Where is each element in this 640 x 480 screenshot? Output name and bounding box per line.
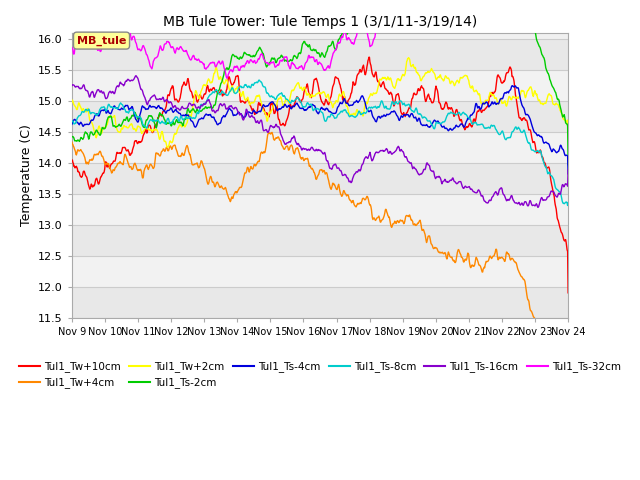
Legend: Tul1_Tw+10cm, Tul1_Tw+4cm, Tul1_Tw+2cm, Tul1_Ts-2cm, Tul1_Ts-4cm, Tul1_Ts-8cm, T: Tul1_Tw+10cm, Tul1_Tw+4cm, Tul1_Tw+2cm, … — [15, 357, 625, 393]
Bar — [72, 70, 568, 101]
Bar — [72, 101, 568, 132]
Bar — [72, 39, 568, 70]
Bar — [72, 163, 568, 194]
Bar — [72, 132, 568, 163]
Bar — [72, 225, 568, 256]
Bar — [72, 194, 568, 225]
Y-axis label: Temperature (C): Temperature (C) — [20, 124, 33, 226]
Bar — [72, 287, 568, 318]
Title: MB Tule Tower: Tule Temps 1 (3/1/11-3/19/14): MB Tule Tower: Tule Temps 1 (3/1/11-3/19… — [163, 15, 477, 29]
Text: MB_tule: MB_tule — [77, 36, 126, 46]
Bar — [72, 256, 568, 287]
